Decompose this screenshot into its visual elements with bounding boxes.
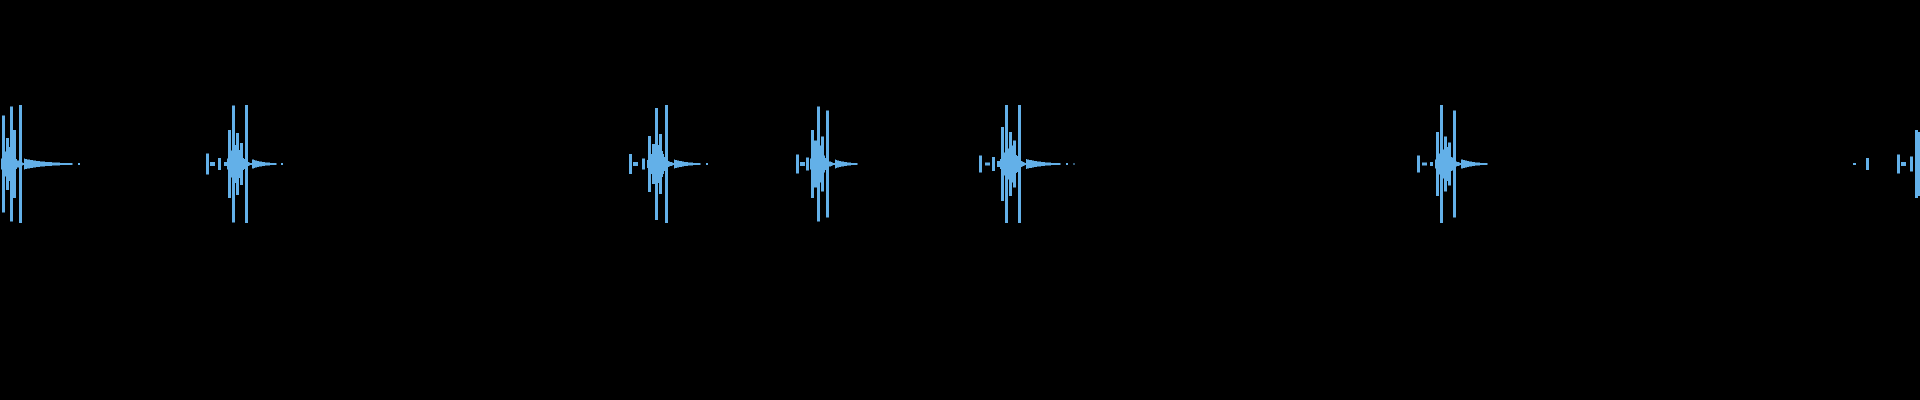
- waveform-path: [1, 105, 1920, 223]
- waveform-series-audio-envelope: [1, 105, 1920, 223]
